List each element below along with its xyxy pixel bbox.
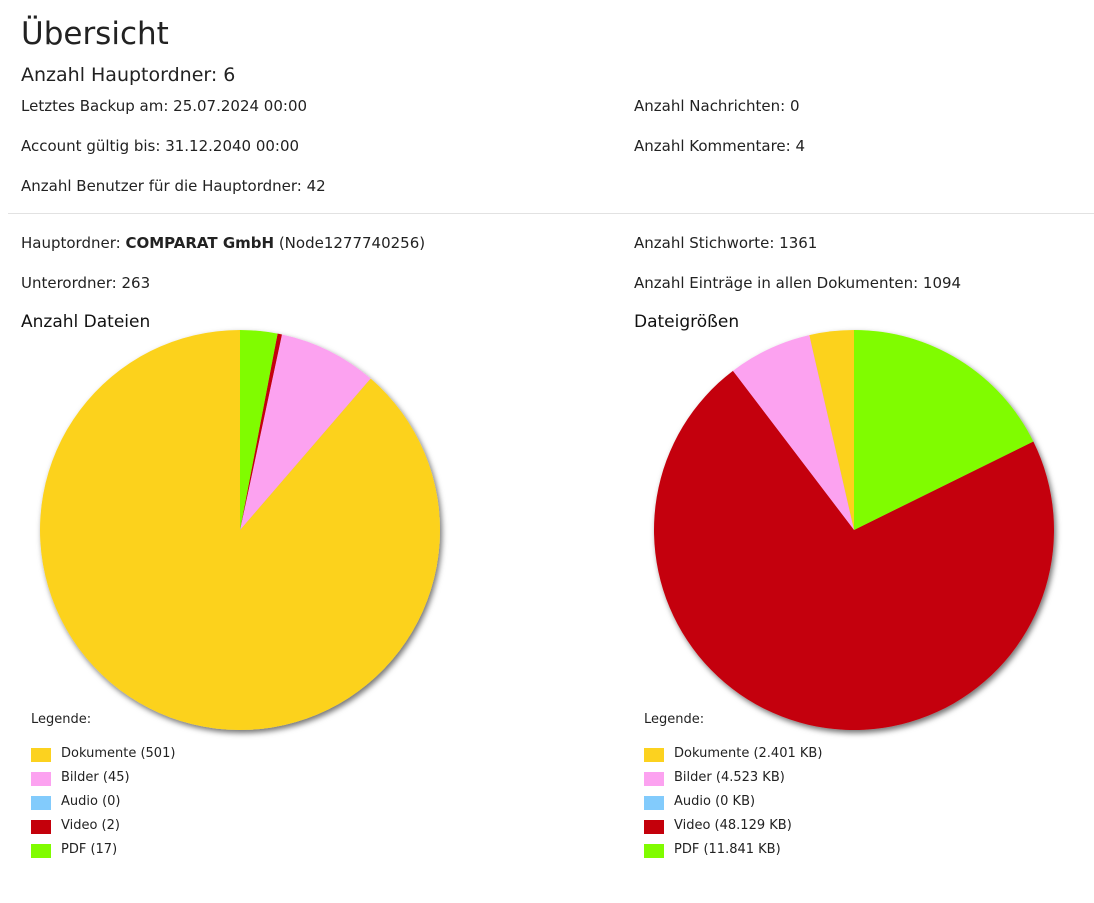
pie-slices — [654, 330, 1054, 730]
pie-slices — [40, 330, 441, 730]
pie-slice-dokumente — [40, 330, 441, 730]
pie-slice-bilder — [732, 335, 854, 530]
legend-label: Video (2) — [61, 818, 120, 833]
legend-swatch — [31, 820, 51, 834]
legend-label: Audio (0) — [61, 794, 121, 809]
main-folder-count: Anzahl Hauptordner: 6 — [21, 64, 236, 86]
subfolder-count-text: Unterordner: 263 — [21, 274, 151, 292]
file-count-pie-chart — [40, 330, 441, 730]
comment-count-text: Anzahl Kommentare: 4 — [634, 137, 806, 155]
legend-label: Audio (0 KB) — [674, 794, 756, 809]
entry-count-text: Anzahl Einträge in allen Dokumenten: 109… — [634, 274, 962, 292]
legend-label: Bilder (4.523 KB) — [674, 770, 785, 785]
main-folder-node: (Node1277740256) — [274, 234, 426, 252]
last-backup-text: Letztes Backup am: 25.07.2024 00:00 — [21, 97, 308, 115]
main-folder-text: Hauptordner: COMPARAT GmbH (Node12777402… — [21, 233, 425, 253]
file-size-legend: Dokumente (2.401 KB) Bilder (4.523 KB) Aud… — [644, 745, 944, 865]
user-count-text: Anzahl Benutzer für die Hauptordner: 42 — [21, 177, 326, 195]
pie-slice-dokumente — [809, 330, 854, 530]
pie-slice-bilder — [240, 334, 371, 530]
pie-slice-video — [654, 370, 1054, 730]
message-count-text: Anzahl Nachrichten: 0 — [634, 97, 800, 115]
legend-swatch — [31, 796, 51, 810]
pie-slice-pdf — [854, 330, 1034, 530]
legend-swatch — [31, 844, 51, 858]
file-size-chart-title: Dateigrößen — [634, 312, 740, 332]
pie-slice-pdf — [240, 330, 278, 530]
legend-label: Dokumente (2.401 KB) — [674, 746, 823, 761]
legend-swatch — [31, 748, 51, 762]
file-count-legend-title: Legende: — [31, 712, 92, 727]
legend-swatch — [644, 772, 664, 786]
keyword-count-text: Anzahl Stichworte: 1361 — [634, 234, 818, 252]
legend-swatch — [644, 820, 664, 834]
legend-swatch — [644, 748, 664, 762]
file-size-legend-title: Legende: — [644, 712, 705, 727]
file-count-chart-title: Anzahl Dateien — [21, 312, 151, 332]
file-count-legend: Dokumente (501) Bilder (45) Audio (0) Video… — [31, 745, 331, 865]
legend-label: PDF (11.841 KB) — [674, 842, 781, 857]
legend-swatch — [31, 772, 51, 786]
section-divider — [8, 213, 1094, 214]
main-folder-prefix: Hauptordner: — [21, 234, 126, 252]
main-folder-name: COMPARAT GmbH — [125, 234, 275, 252]
legend-label: Bilder (45) — [61, 770, 130, 785]
legend-swatch — [644, 796, 664, 810]
legend-label: Dokumente (501) — [61, 746, 176, 761]
legend-label: Video (48.129 KB) — [674, 818, 792, 833]
file-size-pie-chart — [654, 330, 1054, 730]
account-valid-text: Account gültig bis: 31.12.2040 00:00 — [21, 137, 300, 155]
page-title: Übersicht — [21, 16, 169, 52]
legend-label: PDF (17) — [61, 842, 118, 857]
pie-slice-video — [240, 333, 282, 530]
legend-swatch — [644, 844, 664, 858]
